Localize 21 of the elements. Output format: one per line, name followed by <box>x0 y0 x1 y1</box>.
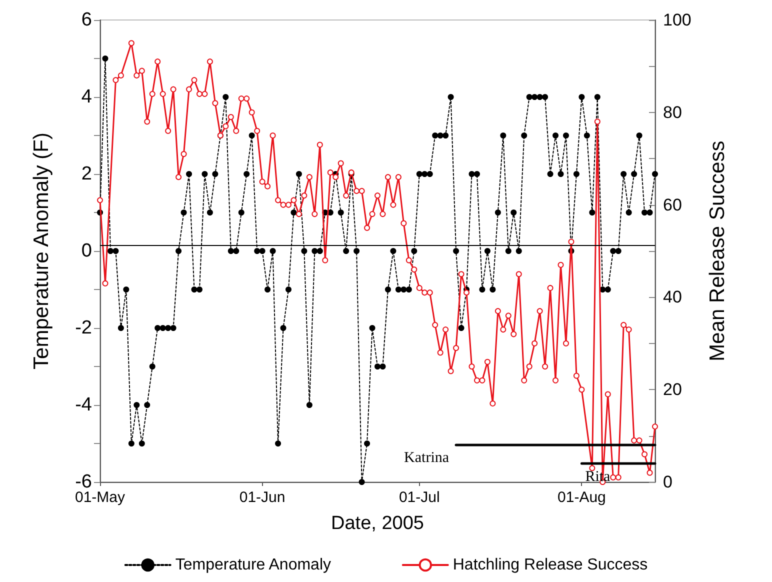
y-tick-label: 0 <box>81 240 92 262</box>
y2-tick-label: 100 <box>663 10 692 30</box>
legend-label: Hatchling Release Success <box>452 556 648 574</box>
y-tick-label: -4 <box>75 394 92 416</box>
x-tick-label: 01-Jun <box>239 489 286 506</box>
y-tick-label: 4 <box>81 86 92 108</box>
y-tick-label: 6 <box>81 10 92 30</box>
y2-tick-label: 40 <box>663 288 682 307</box>
y2-tick-label: 0 <box>663 472 672 492</box>
x-axis-title: Date, 2005 <box>331 513 424 534</box>
y2-tick-label: 20 <box>663 380 682 400</box>
y-axis-title: Temperature Anomaly (F) <box>30 132 53 370</box>
y-tick-label: -2 <box>75 318 92 338</box>
y2-tick-label: 80 <box>663 102 682 122</box>
legend-label: Temperature Anomaly <box>175 556 331 574</box>
series-label: Katrina <box>404 450 450 466</box>
y2-tick-label: 60 <box>663 195 682 214</box>
y2-axis-title: Mean Release Success <box>706 140 729 362</box>
y-tick-label: 2 <box>81 164 92 184</box>
x-tick-label: 01-Jul <box>398 489 440 506</box>
x-tick-label: 01-Aug <box>558 489 606 506</box>
